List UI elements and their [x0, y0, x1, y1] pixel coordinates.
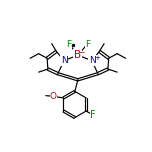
Text: F: F: [66, 40, 71, 49]
Text: N: N: [61, 56, 67, 65]
Text: F: F: [85, 40, 90, 49]
Text: +: +: [94, 55, 100, 61]
Text: N: N: [89, 56, 96, 65]
Text: O: O: [50, 92, 57, 101]
Text: −: −: [78, 48, 84, 57]
Text: F: F: [90, 110, 96, 120]
Text: B: B: [74, 50, 81, 60]
